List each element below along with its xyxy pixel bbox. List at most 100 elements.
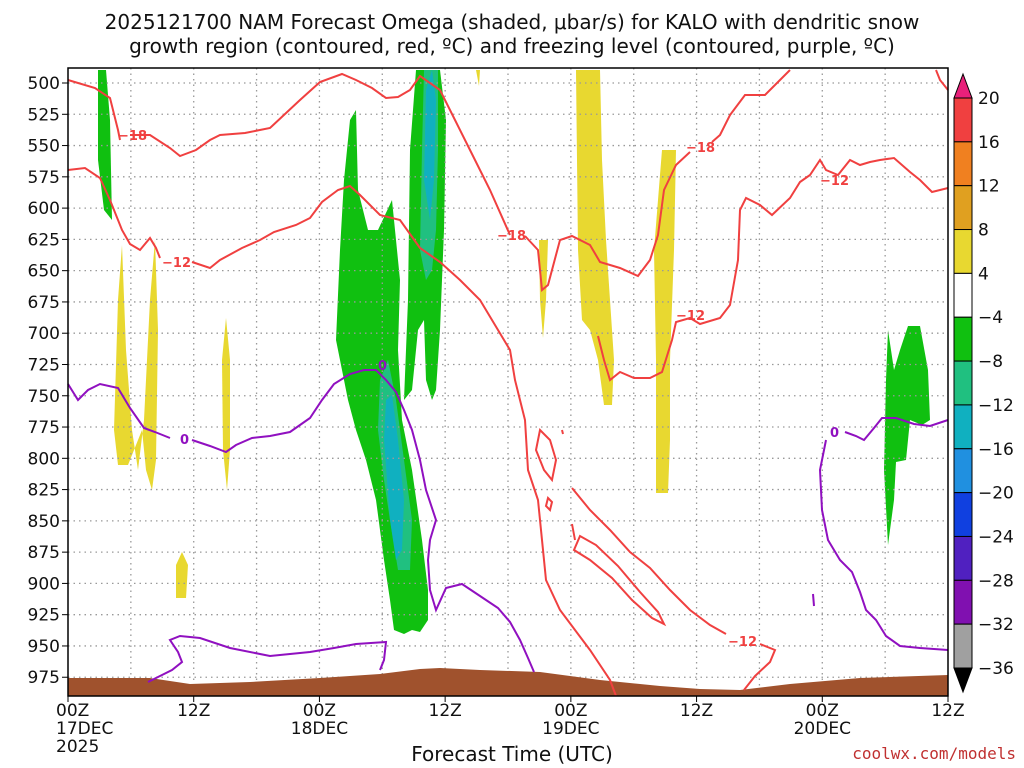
y-tick-label: 850 (28, 512, 60, 532)
dgz-contour-line (534, 427, 558, 483)
y-tick-label: 775 (28, 418, 60, 438)
omega-strongest-region (384, 395, 404, 560)
y-tick-label: 600 (28, 199, 60, 219)
y-tick-label: 525 (28, 105, 60, 125)
y-tick-label: 550 (28, 137, 60, 157)
y-tick-label: 725 (28, 355, 60, 375)
colorbar-label: 16 (978, 133, 1000, 153)
contour-label: −12 (728, 635, 757, 650)
contour-label: 0 (830, 426, 839, 441)
dgz-contours (67, 69, 949, 697)
y-tick-label: 950 (28, 637, 60, 657)
contour-label: −12 (676, 309, 705, 324)
y-axis: 500 525 550 575 600 625 650 675 700 725 750 775 800 8… (28, 74, 68, 688)
contour-label: 0 (378, 359, 387, 374)
colorbar-top-arrow (953, 72, 973, 99)
colorbar-label: −20 (978, 484, 1014, 504)
contour-label: −12 (820, 174, 849, 189)
dgz-contour-line (67, 69, 791, 292)
omega-positive-region (114, 240, 158, 490)
x-tick-date-label: 18DEC (291, 719, 348, 739)
colorbar-box (953, 360, 973, 406)
colorbar-label: 20 (978, 89, 1000, 109)
colorbar-label: −36 (978, 659, 1014, 679)
y-tick-label: 825 (28, 481, 60, 501)
y-tick-label: 800 (28, 449, 60, 469)
dgz-contour-line (561, 429, 564, 435)
dgz-contour-line (597, 156, 949, 382)
x-tick-label: 12Z (177, 701, 210, 721)
colorbar-box (953, 492, 973, 537)
omega-positive-region (176, 552, 188, 598)
terrain-fill (68, 668, 948, 696)
x-tick-year-label: 2025 (56, 737, 99, 757)
omega-positive-region (576, 70, 614, 405)
credit-text: coolwx.com/models (852, 744, 1016, 763)
colorbar: 20 16 12 8 4 −4 −8 −12 −16 −20 −24 −28 −32 −36 (953, 72, 1014, 694)
omega-positive-region (222, 318, 230, 490)
colorbar-label: −8 (978, 352, 1003, 372)
y-tick-label: 875 (28, 543, 60, 563)
contour-label: −18 (497, 229, 526, 244)
plot-frame (67, 67, 949, 697)
omega-positive-region (654, 150, 676, 493)
freezing-contour-line (818, 417, 949, 651)
x-tick-label: 12Z (680, 701, 713, 721)
colorbar-box (953, 535, 973, 581)
x-tick-label: 00Z (806, 701, 839, 721)
plot-area: −18 −12 −18 −18 −12 −12 −12 0 0 0 (67, 67, 949, 697)
omega-positive-region (476, 70, 480, 86)
colorbar-label: 4 (978, 264, 989, 284)
contour-label: 0 (180, 433, 189, 448)
chart-title-line1: 2025121700 NAM Forecast Omega (shaded, μ… (104, 10, 920, 34)
contour-label: −18 (686, 141, 715, 156)
omega-negative-region (884, 326, 930, 545)
y-tick-label: 575 (28, 168, 60, 188)
omega-strongest-region (424, 70, 436, 220)
colorbar-box (953, 316, 973, 362)
colorbar-label: 8 (978, 221, 989, 241)
y-tick-label: 675 (28, 293, 60, 313)
x-tick-label: 00Z (303, 701, 336, 721)
contour-label: −18 (118, 129, 147, 144)
x-tick-label: 12Z (429, 701, 462, 721)
colorbar-box (953, 229, 973, 274)
colorbar-box (953, 185, 973, 231)
contour-labels: −18 −12 −18 −18 −12 −12 −12 0 0 0 (118, 129, 849, 650)
colorbar-box (953, 623, 973, 669)
colorbar-label: −4 (978, 308, 1003, 328)
dgz-contour-line (544, 496, 554, 512)
colorbar-label: 12 (978, 177, 1000, 197)
grid-lines (68, 68, 948, 696)
x-tick-date-label: 17DEC (56, 719, 113, 739)
x-tick-label: 00Z (554, 701, 587, 721)
freezing-contour-line (147, 634, 388, 683)
x-tick-date-label: 20DEC (794, 719, 851, 739)
colorbar-label: −24 (978, 527, 1014, 547)
dgz-contour-line (572, 534, 667, 627)
colorbar-label: −28 (978, 571, 1014, 591)
freezing-contour-line (812, 593, 815, 607)
x-tick-label: 00Z (56, 701, 89, 721)
colorbar-box (953, 404, 973, 450)
y-tick-label: 650 (28, 262, 60, 282)
colorbar-box (953, 272, 973, 318)
y-tick-label: 625 (28, 230, 60, 250)
freezing-level-contours (67, 369, 949, 683)
y-tick-label: 700 (28, 324, 60, 344)
y-tick-label: 500 (28, 74, 60, 94)
colorbar-box (953, 579, 973, 625)
x-tick-date-label: 19DEC (542, 719, 599, 739)
colorbar-bottom-arrow (953, 667, 973, 694)
dgz-contour-line (935, 69, 949, 91)
y-tick-label: 925 (28, 606, 60, 626)
colorbar-box (953, 97, 973, 143)
contour-label: −12 (162, 256, 191, 271)
dgz-contour-line (571, 487, 777, 691)
colorbar-label: −12 (978, 396, 1014, 416)
colorbar-box (953, 448, 973, 494)
x-axis-title: Forecast Time (UTC) (411, 742, 613, 766)
y-tick-label: 750 (28, 387, 60, 407)
